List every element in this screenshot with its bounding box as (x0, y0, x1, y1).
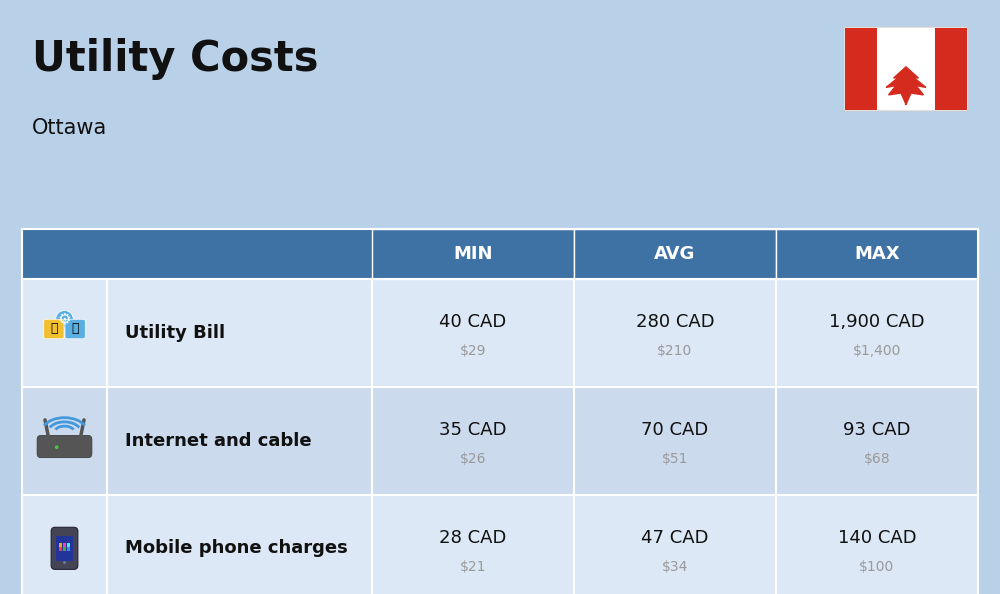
Text: MAX: MAX (854, 245, 900, 263)
Bar (935, 28, 967, 110)
Text: 47 CAD: 47 CAD (641, 529, 709, 546)
Bar (56, 536, 73, 561)
Text: ⚙: ⚙ (58, 312, 71, 327)
Bar (22, 229, 978, 279)
Bar (574, 229, 776, 279)
Text: 140 CAD: 140 CAD (838, 529, 916, 546)
Text: 🔌: 🔌 (50, 323, 58, 335)
Text: Mobile phone charges: Mobile phone charges (125, 539, 348, 557)
Circle shape (63, 561, 66, 564)
Text: $68: $68 (864, 452, 890, 466)
FancyBboxPatch shape (44, 319, 64, 339)
Text: $51: $51 (662, 452, 688, 466)
Circle shape (55, 446, 59, 449)
Bar (845, 28, 877, 110)
Text: 1,900 CAD: 1,900 CAD (829, 313, 925, 331)
Text: MIN: MIN (453, 245, 493, 263)
Text: 28 CAD: 28 CAD (439, 529, 507, 546)
Bar (22, 229, 978, 594)
Text: 🚰: 🚰 (71, 323, 79, 335)
Text: Utility Bill: Utility Bill (125, 324, 225, 342)
Bar (63, 544, 66, 546)
Bar (776, 229, 978, 279)
Bar (67, 548, 70, 551)
FancyBboxPatch shape (51, 527, 78, 570)
Text: 93 CAD: 93 CAD (843, 421, 911, 439)
Text: Internet and cable: Internet and cable (125, 432, 312, 450)
Bar (22, 279, 978, 387)
Bar (22, 387, 978, 494)
Bar (59, 548, 62, 551)
Text: $1,400: $1,400 (853, 345, 901, 358)
Polygon shape (886, 67, 926, 105)
Text: Ottawa: Ottawa (32, 118, 107, 138)
Text: 40 CAD: 40 CAD (439, 313, 507, 331)
Bar (63, 548, 66, 551)
FancyBboxPatch shape (65, 319, 85, 339)
Text: Utility Costs: Utility Costs (32, 38, 318, 80)
Bar (372, 229, 574, 279)
Bar (22, 494, 978, 594)
Text: $100: $100 (859, 560, 895, 574)
Text: 35 CAD: 35 CAD (439, 421, 507, 439)
Circle shape (56, 311, 73, 328)
FancyBboxPatch shape (37, 435, 92, 457)
Text: 70 CAD: 70 CAD (641, 421, 709, 439)
Text: AVG: AVG (654, 245, 696, 263)
Text: $210: $210 (657, 345, 693, 358)
Bar (59, 544, 62, 546)
Text: 280 CAD: 280 CAD (636, 313, 714, 331)
FancyBboxPatch shape (844, 27, 968, 111)
Text: $21: $21 (460, 560, 486, 574)
Text: $34: $34 (662, 560, 688, 574)
Text: $29: $29 (460, 345, 486, 358)
Bar (67, 544, 70, 546)
Text: $26: $26 (460, 452, 486, 466)
